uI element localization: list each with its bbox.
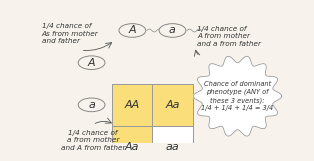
Text: 1/4 + 1/4 + 1/4 = 3/4: 1/4 + 1/4 + 1/4 = 3/4 (202, 105, 274, 111)
Text: AA: AA (125, 100, 140, 110)
Bar (152, 84, 192, 126)
Text: 1/4 chance of
As from mother
and father: 1/4 chance of As from mother and father (42, 23, 98, 44)
Circle shape (78, 98, 105, 112)
Text: Aa: Aa (165, 100, 180, 110)
Polygon shape (193, 56, 282, 136)
Text: Chance of dominant: Chance of dominant (204, 81, 271, 87)
Bar (112, 126, 152, 161)
Circle shape (159, 24, 186, 37)
Text: Aa: Aa (125, 142, 140, 152)
Text: a: a (169, 25, 176, 35)
Circle shape (119, 24, 146, 37)
Text: 1/4 chance of
A from mother
and a from father: 1/4 chance of A from mother and a from f… (198, 25, 262, 47)
Text: A: A (88, 58, 95, 68)
Text: these 3 events):: these 3 events): (210, 97, 265, 104)
Text: a: a (88, 100, 95, 110)
Circle shape (78, 56, 105, 70)
Text: phenotype (ANY of: phenotype (ANY of (206, 89, 269, 95)
Bar (152, 126, 192, 161)
Text: A: A (128, 25, 136, 35)
Bar (112, 84, 152, 126)
Text: 1/4 chance of
a from mother
and A from father: 1/4 chance of a from mother and A from f… (61, 130, 125, 151)
Text: aa: aa (165, 142, 179, 152)
